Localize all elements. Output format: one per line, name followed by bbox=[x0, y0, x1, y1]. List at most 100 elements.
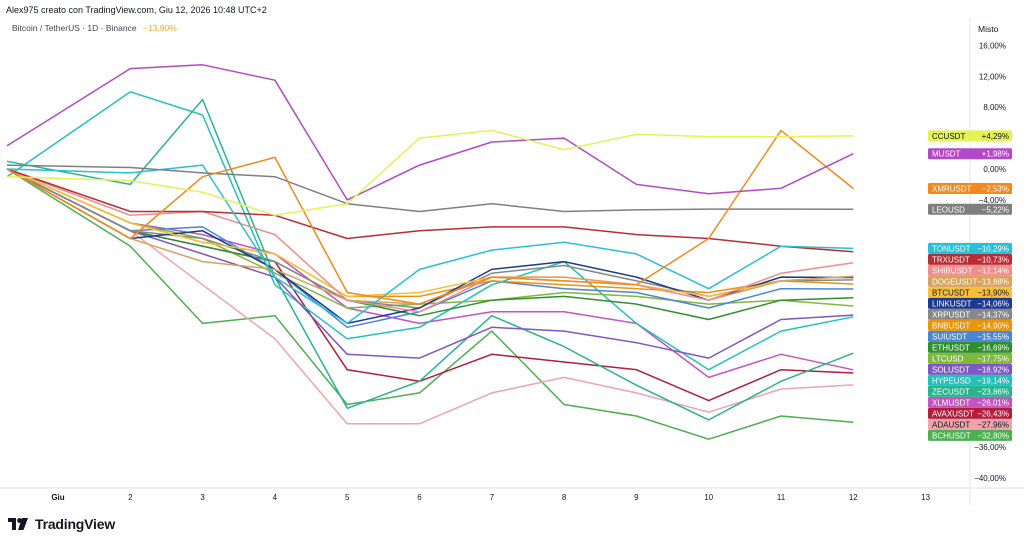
x-tick-label: Giu bbox=[51, 493, 64, 502]
badge-background bbox=[928, 308, 1012, 320]
badge-value: −19,14% bbox=[977, 376, 1009, 385]
series-line-zecusdt[interactable] bbox=[6, 98, 854, 421]
badge-value: −12,14% bbox=[977, 266, 1009, 275]
y-tick-label: −4,00% bbox=[979, 196, 1006, 205]
time-axis-ticks: Giu 2 3 4 5 6 7 8 9 10 11 12 13 bbox=[51, 493, 930, 502]
badge-symbol: TRXUSDT bbox=[932, 255, 970, 264]
x-tick-label: 13 bbox=[921, 493, 930, 502]
badge-background bbox=[928, 264, 1012, 276]
chart-attribution: Alex975 creato con TradingView.com, Giu … bbox=[6, 5, 267, 15]
last-value-badge-xrpusdt: XRPUSDT −14,37% bbox=[928, 308, 1012, 320]
badge-background bbox=[928, 330, 1012, 342]
badge-background bbox=[928, 130, 1012, 142]
x-tick-label: 4 bbox=[273, 493, 278, 502]
last-value-badge-btcusdt: BTCUSDT −13,90% bbox=[928, 286, 1012, 298]
badge-background bbox=[928, 183, 1012, 194]
scale-mode-label[interactable]: Misto bbox=[978, 24, 999, 34]
x-tick-label: 5 bbox=[345, 493, 350, 502]
y-tick-label: −40,00% bbox=[974, 474, 1006, 483]
badge-value: −10,73% bbox=[977, 255, 1009, 264]
x-tick-label: 8 bbox=[562, 493, 567, 502]
series-line-tonusdt[interactable] bbox=[6, 164, 854, 325]
last-value-badge-leousd: LEOUSD −5,22% bbox=[928, 203, 1012, 215]
badge-background bbox=[928, 341, 1012, 353]
series-line-xmrusdt[interactable] bbox=[6, 129, 854, 305]
last-value-badge-bchusdt: BCHUSDT −32,80% bbox=[928, 429, 1012, 441]
badge-value: −14,37% bbox=[977, 310, 1009, 319]
badge-symbol: SHIBUSDT bbox=[932, 266, 973, 275]
x-tick-label: 9 bbox=[634, 493, 639, 502]
badge-symbol: XMRUSDT bbox=[932, 185, 972, 194]
badge-background bbox=[928, 418, 1012, 430]
badge-value: −15,55% bbox=[977, 332, 1009, 341]
badge-symbol: LINKUSDT bbox=[932, 299, 972, 308]
badge-symbol: TONUSDT bbox=[932, 244, 971, 253]
y-tick-label: 0,00% bbox=[983, 165, 1006, 174]
badge-value: −13,88% bbox=[977, 277, 1009, 286]
badge-symbol: DOGEUSDT bbox=[932, 277, 977, 286]
badge-background bbox=[928, 203, 1012, 215]
series-line-musdt[interactable] bbox=[6, 64, 854, 201]
badge-value: −27,96% bbox=[977, 420, 1009, 429]
badge-symbol: CCUSDT bbox=[932, 132, 965, 141]
badge-symbol: ZECUSDT bbox=[932, 387, 970, 396]
y-tick-label: 16,00% bbox=[979, 42, 1006, 51]
series-lines bbox=[6, 64, 854, 440]
x-tick-label: 3 bbox=[200, 493, 205, 502]
series-line-avaxusdt[interactable] bbox=[6, 168, 854, 402]
last-value-badge-tonusdt: TONUSDT −10,29% bbox=[928, 242, 1012, 254]
badge-value: −26,01% bbox=[977, 398, 1009, 407]
badge-background bbox=[928, 352, 1012, 364]
badge-symbol: BNBUSDT bbox=[932, 321, 970, 330]
series-line-hypeusd[interactable] bbox=[6, 91, 854, 371]
last-value-badge-ethusdt: ETHUSDT −16,69% bbox=[928, 341, 1012, 353]
badge-background bbox=[928, 429, 1012, 441]
last-value-badge-dogeusdt: DOGEUSDT −13,88% bbox=[928, 275, 1012, 287]
badge-background bbox=[928, 374, 1012, 386]
badge-value: −13,90% bbox=[977, 288, 1009, 297]
badge-background bbox=[928, 242, 1012, 254]
badge-background bbox=[928, 275, 1012, 287]
badge-symbol: BTCUSDT bbox=[932, 288, 970, 297]
badge-value: −32,80% bbox=[977, 431, 1009, 440]
badge-value: −14,90% bbox=[977, 321, 1009, 330]
badge-value: −18,92% bbox=[977, 365, 1009, 374]
last-value-badge-avaxusdt: AVAXUSDT −26,43% bbox=[928, 407, 1012, 419]
last-value-badge-xlmusdt: XLMUSDT −26,01% bbox=[928, 396, 1012, 408]
badge-symbol: BCHUSDT bbox=[932, 431, 971, 440]
series-line-dogeusdt[interactable] bbox=[6, 168, 854, 305]
series-line-trxusdt[interactable] bbox=[6, 168, 854, 253]
last-value-badge-zecusdt: ZECUSDT −23,86% bbox=[928, 385, 1012, 397]
badge-background bbox=[928, 253, 1012, 265]
badge-value: −17,75% bbox=[977, 354, 1009, 363]
series-line-bchusdt[interactable] bbox=[6, 168, 854, 440]
series-line-ccusdt[interactable] bbox=[6, 129, 854, 217]
badge-symbol: ADAUSDT bbox=[932, 420, 970, 429]
badge-value: −5,22% bbox=[982, 205, 1009, 214]
badge-value: −26,43% bbox=[977, 409, 1009, 418]
series-line-ltcusd[interactable] bbox=[6, 168, 854, 309]
series-line-solusdt[interactable] bbox=[6, 168, 854, 359]
last-value-badge-adausdt: ADAUSDT −27,96% bbox=[928, 418, 1012, 430]
tradingview-logo-text: TradingView bbox=[35, 516, 116, 532]
badge-symbol: MUSDT bbox=[932, 150, 961, 159]
badge-value: +1,98% bbox=[982, 150, 1009, 159]
series-line-leousd[interactable] bbox=[6, 164, 854, 213]
y-tick-label: 8,00% bbox=[983, 103, 1006, 112]
last-value-badge-trxusdt: TRXUSDT −10,73% bbox=[928, 253, 1012, 265]
badge-value: +4,29% bbox=[982, 132, 1009, 141]
x-tick-label: 12 bbox=[849, 493, 858, 502]
symbol-legend[interactable]: Bitcoin / TetherUS · 1D · Binance −13,90… bbox=[12, 23, 177, 33]
series-line-adausdt[interactable] bbox=[6, 168, 854, 425]
series-line-xlmusdt[interactable] bbox=[6, 168, 854, 379]
badge-background bbox=[928, 148, 1012, 160]
last-value-badge-linkusdt: LINKUSDT −14,06% bbox=[928, 297, 1012, 309]
x-tick-label: 7 bbox=[490, 493, 495, 502]
symbol-change: −13,90% bbox=[142, 23, 177, 33]
series-line-btcusdt[interactable] bbox=[6, 168, 854, 298]
tradingview-logo[interactable]: TradingView bbox=[8, 516, 115, 532]
y-tick-label: 12,00% bbox=[979, 72, 1006, 81]
series-line-suiusdt[interactable] bbox=[6, 168, 854, 329]
series-line-ethusdt[interactable] bbox=[6, 168, 854, 321]
